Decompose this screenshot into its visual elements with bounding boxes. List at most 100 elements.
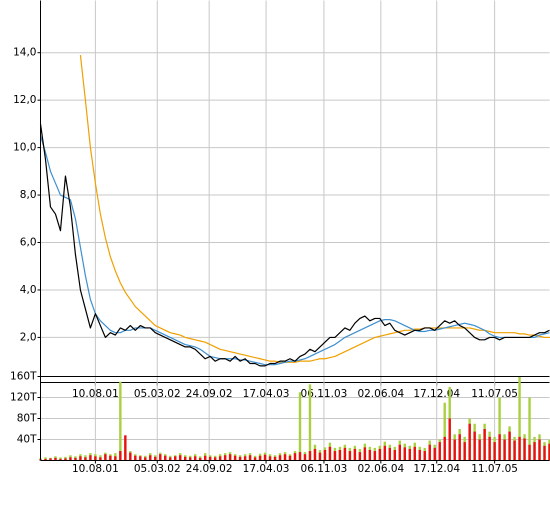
volume-bar bbox=[223, 455, 227, 461]
volume-bar bbox=[208, 456, 212, 461]
volume-bar bbox=[508, 431, 511, 461]
volume-bar bbox=[413, 446, 416, 461]
volume-bar bbox=[318, 452, 322, 461]
volume-bar bbox=[518, 436, 521, 461]
volume-bar bbox=[523, 438, 526, 461]
y-tick-label: 4,0 bbox=[20, 284, 37, 296]
volume-bar bbox=[398, 444, 401, 461]
volume-bar bbox=[333, 451, 337, 461]
volume-bar bbox=[74, 457, 77, 461]
volume-bar bbox=[528, 397, 531, 461]
volume-bar bbox=[443, 402, 446, 461]
volume-bar bbox=[129, 452, 132, 461]
volume-bar bbox=[478, 439, 481, 461]
x-tick-label: 17.04.03 bbox=[243, 463, 290, 475]
volume-bar bbox=[69, 457, 72, 461]
volume-bar bbox=[189, 457, 192, 461]
volume-bar bbox=[488, 436, 491, 461]
volume-bar bbox=[493, 442, 496, 461]
volume-bar bbox=[423, 451, 426, 461]
volume-bar bbox=[308, 384, 312, 461]
volume-bar bbox=[174, 456, 177, 461]
price-line bbox=[39, 135, 550, 366]
volume-bar bbox=[418, 450, 421, 461]
volume-bar bbox=[89, 455, 92, 461]
volume-bar bbox=[268, 456, 272, 461]
y-tick-label: 120T bbox=[10, 392, 37, 404]
x-tick-label: 02.06.04 bbox=[357, 463, 404, 475]
volume-bar bbox=[458, 434, 461, 461]
y-tick-label: 80T bbox=[17, 413, 37, 425]
volume-bar bbox=[253, 457, 257, 461]
volume-bar bbox=[79, 456, 82, 461]
volume-bar bbox=[328, 446, 332, 461]
volume-bar bbox=[443, 436, 446, 461]
volume-bar bbox=[308, 451, 312, 461]
price-line bbox=[79, 55, 550, 363]
volume-bar bbox=[119, 381, 122, 461]
volume-bar bbox=[528, 444, 531, 461]
y-tick-label: 160T bbox=[10, 371, 37, 383]
volume-bar bbox=[313, 448, 317, 461]
volume-bar bbox=[119, 451, 122, 461]
volume-bar bbox=[503, 439, 506, 461]
volume-bar bbox=[448, 418, 451, 461]
y-tick-label: 8,0 bbox=[20, 189, 37, 201]
volume-bar bbox=[338, 450, 342, 461]
volume-bar bbox=[114, 456, 117, 461]
x-tick-label: 17.12.04 bbox=[413, 463, 460, 475]
volume-bar bbox=[64, 458, 67, 461]
volume-bar bbox=[258, 455, 262, 461]
volume-bar bbox=[109, 455, 112, 461]
volume-bar bbox=[124, 435, 127, 461]
y-tick-label: 12,0 bbox=[13, 94, 36, 106]
volume-bar bbox=[388, 447, 392, 461]
volume-bar bbox=[179, 455, 182, 461]
volume-bar bbox=[154, 456, 157, 461]
volume-bar bbox=[193, 456, 197, 461]
volume-bar bbox=[543, 445, 546, 461]
volume-bar bbox=[198, 457, 202, 461]
volume-bar bbox=[159, 454, 162, 461]
volume-bar bbox=[273, 456, 277, 461]
volume-bar bbox=[228, 454, 232, 461]
volume-bar bbox=[278, 455, 282, 461]
volume-bar bbox=[533, 442, 536, 461]
volume-bar bbox=[233, 455, 237, 461]
volume-bar bbox=[44, 458, 47, 461]
volume-bar bbox=[293, 453, 297, 461]
volume-bar bbox=[383, 445, 387, 461]
x-tick-label: 06.11.03 bbox=[301, 463, 348, 475]
volume-bar bbox=[363, 447, 367, 461]
x-tick-label: 05.03.02 bbox=[134, 463, 181, 475]
volume-bar bbox=[59, 458, 62, 461]
y-tick-label: 6,0 bbox=[20, 237, 37, 249]
volume-bar bbox=[538, 439, 541, 461]
volume-bar bbox=[373, 451, 377, 461]
volume-bar bbox=[548, 443, 550, 461]
volume-bar bbox=[403, 447, 406, 461]
x-tick-label: 10.08.01 bbox=[72, 463, 119, 475]
volume-bar bbox=[218, 456, 222, 461]
volume-bar bbox=[468, 423, 471, 461]
volume-bar bbox=[513, 440, 516, 461]
volume-bar bbox=[518, 376, 521, 461]
volume-bar bbox=[378, 448, 382, 461]
volume-bar bbox=[243, 456, 247, 461]
volume-bar bbox=[139, 456, 142, 461]
volume-bar bbox=[408, 448, 411, 461]
x-tick-label: 24.09.02 bbox=[186, 463, 233, 475]
volume-bar bbox=[393, 450, 397, 461]
volume-bar bbox=[213, 457, 217, 461]
y-tick-label: 10,0 bbox=[13, 142, 36, 154]
volume-bar bbox=[248, 455, 252, 461]
volume-bar bbox=[164, 455, 167, 461]
volume-bar bbox=[358, 452, 362, 461]
volume-bar bbox=[498, 397, 501, 461]
volume-bar bbox=[353, 448, 357, 461]
volume-bar bbox=[49, 458, 52, 461]
volume-bar bbox=[463, 442, 466, 461]
y-tick-label: 14,0 bbox=[13, 47, 36, 59]
volume-bar bbox=[169, 457, 172, 461]
volume-bar bbox=[263, 454, 267, 461]
